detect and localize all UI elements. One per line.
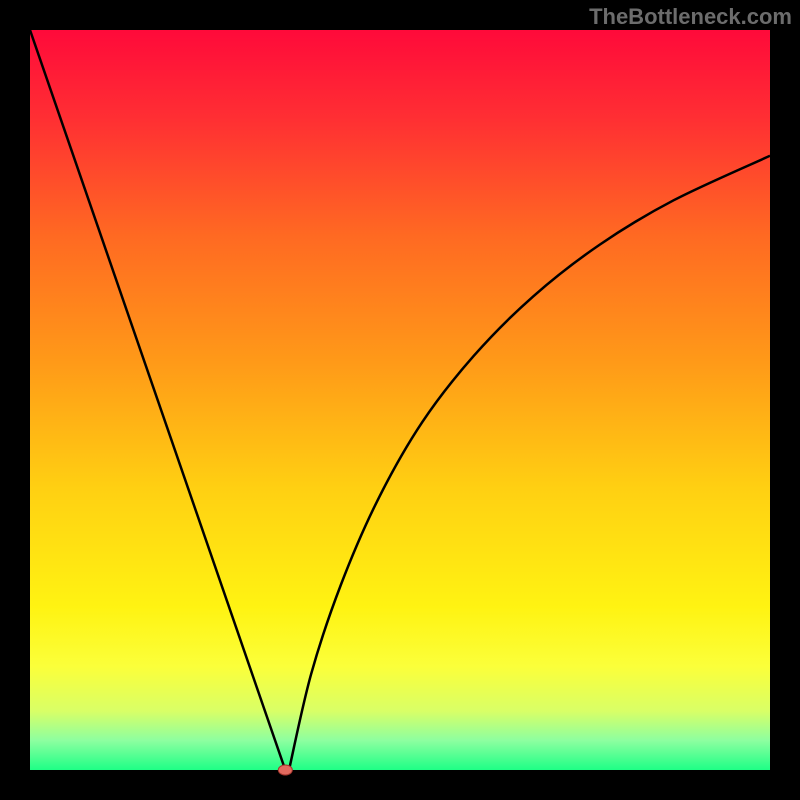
chart-container: TheBottleneck.com	[0, 0, 800, 800]
minimum-marker	[278, 765, 292, 775]
watermark-text: TheBottleneck.com	[589, 4, 792, 30]
plot-background	[30, 30, 770, 770]
bottleneck-chart	[0, 0, 800, 800]
